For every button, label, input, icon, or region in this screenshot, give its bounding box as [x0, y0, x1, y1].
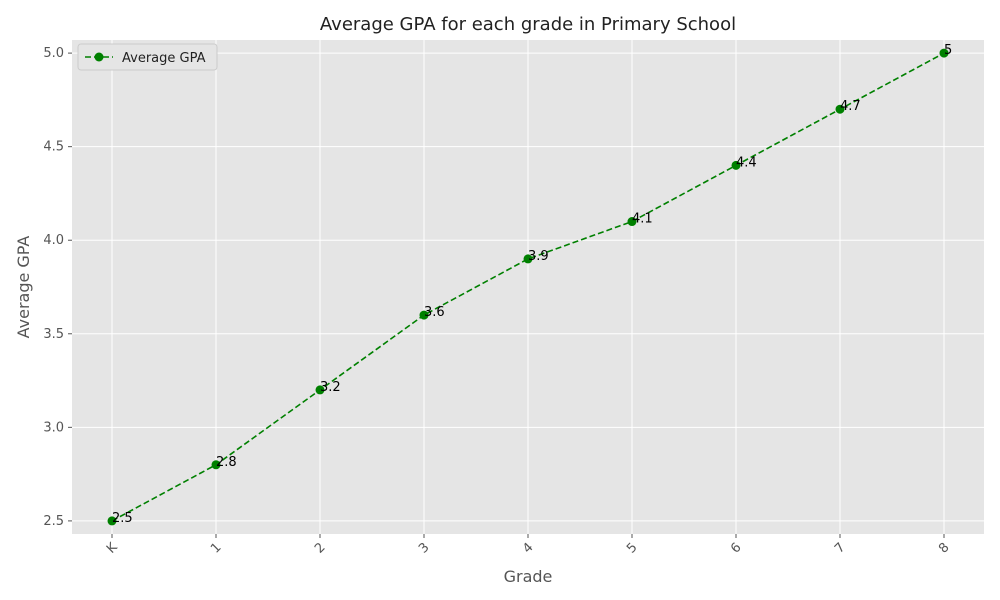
data-label: 4.1 [632, 212, 653, 227]
y-axis-label: Average GPA [14, 236, 33, 339]
data-point [939, 48, 949, 58]
data-point [627, 217, 637, 227]
data-label: 3.9 [528, 249, 549, 264]
x-tick-label: 1 [208, 540, 224, 556]
y-tick-label: 4.5 [43, 140, 64, 155]
data-label: 3.2 [320, 380, 341, 395]
data-label: 2.5 [112, 511, 133, 526]
data-label: 3.6 [424, 305, 445, 320]
data-point [315, 385, 325, 395]
x-tick-label: K [104, 540, 121, 557]
data-label: 2.8 [216, 455, 237, 470]
data-label: 4.4 [736, 155, 757, 170]
data-point [419, 310, 429, 320]
data-label: 5 [944, 43, 952, 58]
data-label: 4.7 [840, 99, 861, 114]
legend-marker [94, 52, 104, 62]
x-tick-label: 6 [728, 540, 744, 556]
y-tick-label: 3.0 [43, 420, 64, 435]
x-axis-label: Grade [504, 567, 553, 586]
y-tick-label: 4.0 [43, 233, 64, 248]
y-axis-ticks: 2.5 3.0 3.5 4.0 4.5 5.0 [43, 46, 72, 529]
data-point [523, 254, 533, 264]
x-tick-label: 3 [416, 540, 432, 556]
data-point [835, 104, 845, 114]
legend-label: Average GPA [122, 51, 206, 66]
x-tick-label: 8 [936, 540, 952, 556]
y-tick-label: 2.5 [43, 514, 64, 529]
legend-box [77, 43, 218, 71]
data-point [107, 516, 117, 526]
data-point [211, 460, 221, 470]
x-axis-ticks: K 1 2 3 4 5 6 7 8 [104, 534, 953, 557]
series-layer [107, 48, 949, 526]
y-tick-label: 5.0 [43, 46, 64, 61]
y-tick-label: 3.5 [43, 327, 64, 342]
data-labels: 2.5 2.8 3.2 3.6 3.9 4.1 4.4 4.7 5 [112, 43, 952, 526]
x-tick-label: 7 [832, 540, 848, 556]
x-tick-label: 5 [624, 540, 640, 556]
x-tick-label: 4 [520, 540, 536, 556]
legend: Average GPA [77, 43, 218, 71]
chart-title: Average GPA for each grade in Primary Sc… [320, 14, 736, 35]
grid [72, 40, 984, 534]
x-tick-label: 2 [312, 540, 328, 556]
data-point [731, 160, 741, 170]
